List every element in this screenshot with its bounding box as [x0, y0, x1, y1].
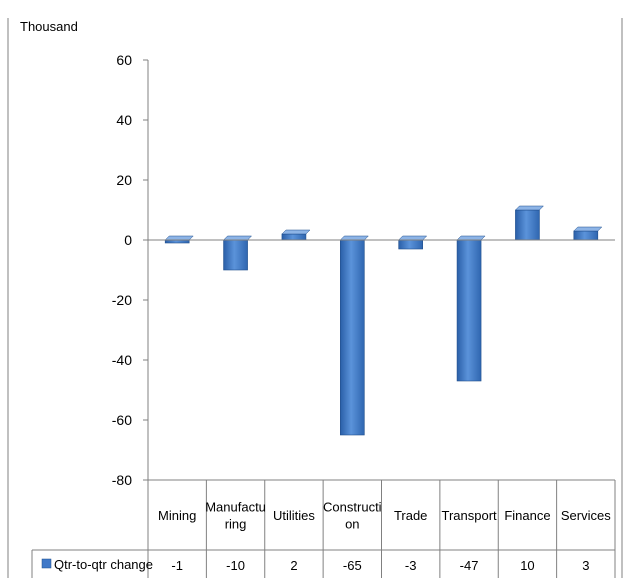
y-tick-label: 0 [124, 232, 132, 248]
y-tick-label: -20 [112, 292, 132, 308]
bar-utilities [281, 233, 307, 241]
data-table-value: -47 [460, 558, 479, 573]
category-label: Trade [394, 508, 427, 523]
category-label: Mining [158, 508, 196, 523]
data-table-value: 10 [520, 558, 534, 573]
y-tick-label: 20 [116, 172, 132, 188]
category-label: Services [561, 508, 611, 523]
bar-trade [398, 239, 423, 250]
bar-construction [340, 239, 365, 436]
category-label: Finance [504, 508, 550, 523]
data-table-value: -65 [343, 558, 362, 573]
y-tick-label: -60 [112, 412, 132, 428]
category-label: Constructi [323, 500, 382, 515]
data-table-value: -10 [226, 558, 245, 573]
legend-key [41, 558, 52, 569]
bar-top-face [222, 235, 253, 241]
category-label: Transport [441, 508, 497, 523]
y-tick-label: 40 [116, 112, 132, 128]
category-label: on [345, 517, 359, 532]
bar-top-face [339, 235, 369, 241]
data-table-value: 2 [290, 558, 297, 573]
bar-top-face [573, 226, 603, 232]
bar-finance [515, 209, 540, 241]
data-table-value: -3 [405, 558, 417, 573]
bar-top-face [164, 235, 194, 241]
y-tick-label: -40 [112, 352, 132, 368]
bar-top-face [456, 235, 486, 241]
category-label: ring [225, 517, 247, 532]
data-table-value: -1 [171, 558, 183, 573]
series-name-label: Qtr-to-qtr change [54, 557, 153, 572]
bar-top-face [514, 205, 545, 211]
bar-manufacturing [223, 239, 248, 271]
category-label: Utilities [273, 508, 315, 523]
y-tick-label: 60 [116, 52, 132, 68]
bar-services [573, 230, 599, 241]
data-table-value: 3 [582, 558, 589, 573]
y-axis-label: Thousand [20, 19, 78, 34]
bar-transport [456, 239, 482, 382]
bar-top-face [398, 235, 428, 241]
bar-top-face [281, 229, 311, 235]
y-tick-label: -80 [112, 472, 132, 488]
category-label: Manufactu [205, 500, 266, 515]
